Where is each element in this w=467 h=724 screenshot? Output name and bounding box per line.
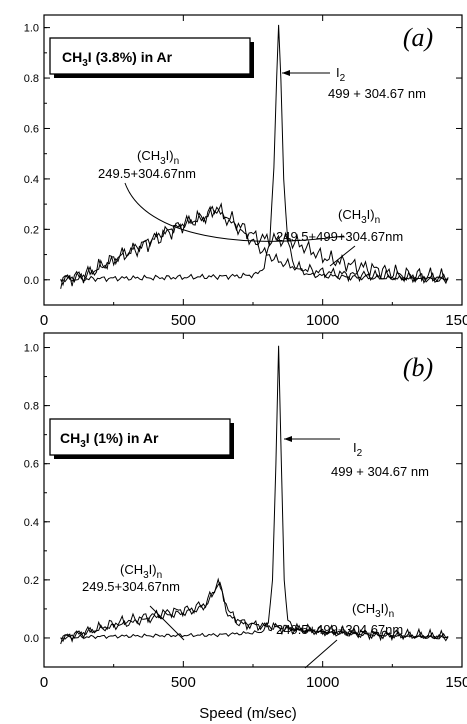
panel-a-i2-label: I2 — [336, 65, 346, 84]
panel-a-cluster-low-label: (CH3I)n — [137, 148, 179, 167]
panel-a-cluster-low-wavelength: 249.5+304.67nm — [98, 166, 196, 181]
panel-b-x-tick-label: 0 — [40, 674, 48, 691]
panel-b-cluster-high-arrow — [304, 639, 338, 669]
panel-a-i2-wavelength: 499 + 304.67 nm — [328, 86, 426, 101]
panel-a-y-tick-label: 0.2 — [24, 224, 39, 236]
panel-b-i2-wavelength: 499 + 304.67 nm — [331, 464, 429, 479]
panel-b-i2-arrowhead — [284, 436, 292, 442]
panel-a-box — [49, 37, 251, 75]
panel-b-label: (b) — [403, 353, 433, 382]
panel-b-series-line-3 — [60, 581, 449, 645]
panel-a-y-tick-label: 1.0 — [24, 23, 39, 35]
panel-a-x-tick-label: 500 — [171, 312, 196, 329]
panel-b-plot-frame — [43, 332, 463, 668]
panel-b-y-tick-label: 0.2 — [24, 575, 39, 587]
panel-b-cluster-low-label: (CH3I)n — [120, 562, 162, 581]
panel-a-y-tick-label: 0.6 — [24, 123, 39, 135]
panel-a-box-label: CH3I (3.8%) in Ar — [62, 49, 173, 69]
panel-b-cluster-high-label: (CH3I)n — [352, 601, 394, 620]
panel-b-x-tick-label: 500 — [171, 674, 196, 691]
panel-a-series-line-3 — [60, 202, 449, 289]
panel-a-cluster-high-label: (CH3I)n — [338, 207, 380, 226]
panel-a-i2-arrowhead — [282, 70, 290, 76]
panel-b-box — [49, 418, 231, 456]
panel-a-x-tick-label: 1000 — [306, 312, 339, 329]
panel-a-label: (a) — [403, 23, 433, 52]
panel-a-y-tick-label: 0.4 — [24, 174, 39, 186]
panel-b-y-tick-label: 0.4 — [24, 517, 39, 529]
panel-b-y-tick-label: 0.0 — [24, 633, 39, 645]
panel-b-cluster-low-wavelength: 249.5+304.67nm — [82, 579, 180, 594]
panel-a-y-tick-label: 0.0 — [24, 275, 39, 287]
panel-b-x-tick-label: 1000 — [306, 674, 339, 691]
panel-a-cluster-low-arrow — [124, 182, 345, 242]
panel-b-cluster-high-wavelength: 249.5+499+304.67nm — [276, 622, 403, 637]
panel-a-y-tick-label: 0.8 — [24, 73, 39, 85]
panel-a-cluster-high-wavelength: 249.5+499+304.67nm — [276, 229, 403, 244]
panel-b-y-tick-label: 0.8 — [24, 401, 39, 413]
panel-b-y-tick-label: 0.6 — [24, 459, 39, 471]
panel-a-x-tick-label: 0 — [40, 312, 48, 329]
panel-b-cluster-low-arrow — [149, 605, 185, 641]
panel-b-y-tick-label: 1.0 — [24, 343, 39, 355]
panel-b-box-label: CH3I (1%) in Ar — [60, 430, 159, 450]
panel-b-series-line-1 — [60, 345, 449, 640]
x-axis-label: Speed (m/sec) — [199, 705, 297, 722]
panel-a-series-line-2 — [60, 205, 449, 287]
panel-a-cluster-high-arrow — [329, 245, 356, 267]
panel-b-i2-label: I2 — [353, 440, 363, 459]
